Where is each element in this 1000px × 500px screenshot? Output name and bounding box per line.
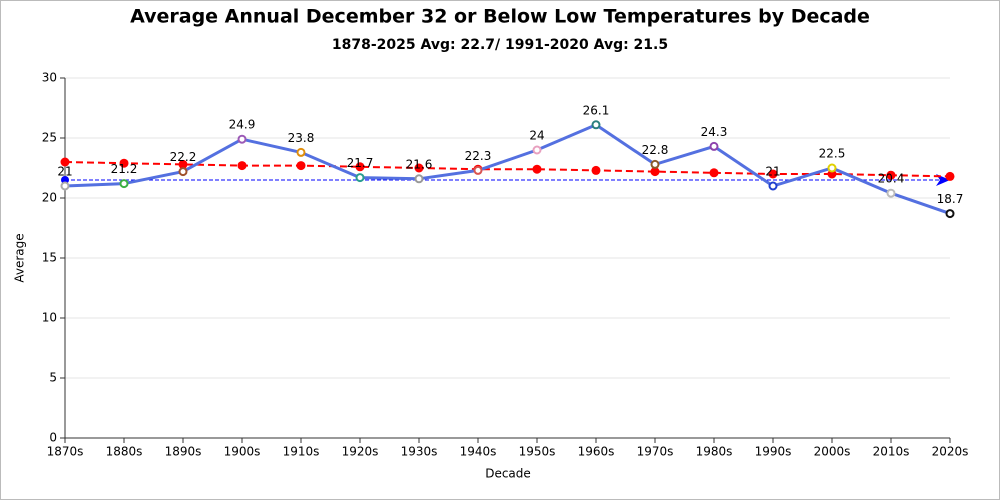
point-marker xyxy=(886,188,896,198)
x-tick-label: 1870s xyxy=(47,445,84,459)
point-marker xyxy=(945,209,955,219)
point-marker xyxy=(768,181,778,191)
x-tick-label: 1910s xyxy=(283,445,320,459)
y-tick-label: 25 xyxy=(42,131,57,145)
x-tick-label: 1970s xyxy=(637,445,674,459)
data-label: 21 xyxy=(765,165,780,179)
point-marker xyxy=(237,134,247,144)
point-marker xyxy=(119,179,129,189)
x-tick-label: 2010s xyxy=(873,445,910,459)
data-label: 23.8 xyxy=(288,131,315,145)
chart-title: Average Annual December 32 or Below Low … xyxy=(130,6,870,28)
data-label: 24.9 xyxy=(229,118,256,132)
data-label: 21.6 xyxy=(406,157,433,171)
y-tick-label: 5 xyxy=(49,371,57,385)
point-marker xyxy=(355,162,365,172)
point-marker xyxy=(591,120,601,130)
point-marker xyxy=(414,174,424,184)
point-marker xyxy=(60,157,70,167)
point-marker xyxy=(709,141,719,151)
point-marker xyxy=(60,181,70,191)
point-marker xyxy=(709,168,719,178)
point-marker xyxy=(650,159,660,169)
data-label: 20.4 xyxy=(878,172,905,186)
data-label: 22.2 xyxy=(170,150,197,164)
x-tick-label: 2000s xyxy=(814,445,851,459)
point-marker xyxy=(296,161,306,171)
point-marker xyxy=(591,165,601,175)
data-label: 24.3 xyxy=(701,125,728,139)
point-marker xyxy=(768,169,778,179)
y-tick-label: 30 xyxy=(42,71,57,85)
data-label: 21 xyxy=(57,165,72,179)
point-marker xyxy=(827,163,837,173)
x-tick-label: 1950s xyxy=(519,445,556,459)
point-marker xyxy=(237,161,247,171)
x-tick-label: 1900s xyxy=(224,445,261,459)
x-tick-label: 1940s xyxy=(460,445,497,459)
y-axis-label: Average xyxy=(13,233,27,282)
y-tick-label: 20 xyxy=(42,191,57,205)
data-label: 22.5 xyxy=(819,147,846,161)
point-marker xyxy=(532,164,542,174)
point-marker xyxy=(119,158,129,168)
point-marker xyxy=(414,163,424,173)
point-marker xyxy=(886,170,896,180)
y-tick-label: 10 xyxy=(42,311,57,325)
point-marker xyxy=(178,167,188,177)
point-marker xyxy=(650,167,660,177)
data-label: 26.1 xyxy=(583,103,610,117)
point-marker xyxy=(532,145,542,155)
x-tick-label: 1890s xyxy=(165,445,202,459)
x-tick-label: 1920s xyxy=(342,445,379,459)
x-axis-label: Decade xyxy=(485,467,531,481)
x-tick-label: 1880s xyxy=(106,445,143,459)
y-tick-label: 0 xyxy=(49,431,57,445)
x-tick-label: 1980s xyxy=(696,445,733,459)
data-label: 22.8 xyxy=(642,143,669,157)
point-marker xyxy=(945,171,955,181)
x-tick-label: 1930s xyxy=(401,445,438,459)
series-line xyxy=(64,123,951,216)
x-tick-label: 2020s xyxy=(932,445,969,459)
data-label: 18.7 xyxy=(937,192,964,206)
point-marker xyxy=(178,159,188,169)
point-marker xyxy=(355,173,365,183)
point-marker xyxy=(473,165,483,175)
x-tick-label: 1990s xyxy=(755,445,792,459)
point-marker xyxy=(296,147,306,157)
data-label: 21.7 xyxy=(347,156,374,170)
data-label: 22.3 xyxy=(465,149,492,163)
x-tick-label: 1960s xyxy=(578,445,615,459)
y-tick-label: 15 xyxy=(42,251,57,265)
data-label: 21.2 xyxy=(111,162,138,176)
series-line xyxy=(64,161,951,178)
chart-subtitle: 1878-2025 Avg: 22.7/ 1991-2020 Avg: 21.5 xyxy=(332,37,668,53)
data-label: 24 xyxy=(529,129,544,143)
